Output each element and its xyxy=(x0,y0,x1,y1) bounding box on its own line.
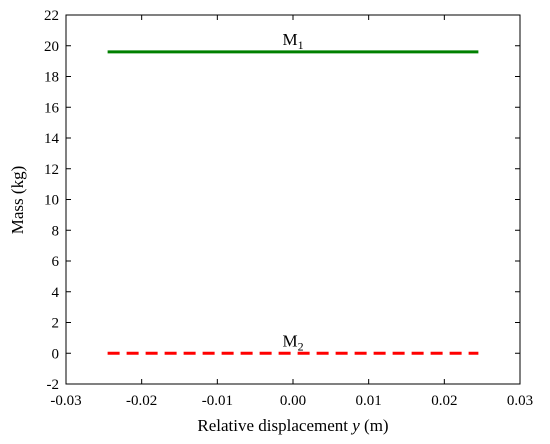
y-tick-label: 14 xyxy=(44,131,60,147)
x-axis-title-main: Relative displacement xyxy=(197,416,352,435)
x-tick-label: 0.00 xyxy=(280,393,306,409)
x-tick-label: -0.03 xyxy=(50,393,81,409)
y-tick-label: 8 xyxy=(52,223,60,239)
y-tick-label: 20 xyxy=(44,39,59,55)
y-tick-label: 22 xyxy=(44,8,59,24)
x-tick-label: -0.01 xyxy=(202,393,233,409)
y-tick-label: 6 xyxy=(52,254,60,270)
x-tick-label: -0.02 xyxy=(126,393,157,409)
y-tick-label: -2 xyxy=(47,377,60,393)
y-tick-label: 0 xyxy=(52,346,60,362)
y-tick-label: 10 xyxy=(44,193,59,209)
x-tick-label: 0.03 xyxy=(507,393,533,409)
y-tick-label: 12 xyxy=(44,162,59,178)
series-label-name: M xyxy=(282,331,297,350)
y-tick-label: 2 xyxy=(52,316,60,332)
y-tick-label: 4 xyxy=(52,285,60,301)
x-axis-title: Relative displacement y (m) xyxy=(197,416,388,435)
x-tick-label: 0.01 xyxy=(356,393,382,409)
x-axis: -0.03 -0.02 -0.01 0.00 0.01 0.02 0.03 xyxy=(50,15,533,409)
plot-frame xyxy=(65,14,521,385)
series-label-subscript: 1 xyxy=(298,38,304,52)
x-axis-title-unit: (m) xyxy=(360,416,389,435)
series-label-m2: M2 xyxy=(282,331,303,353)
series-label-name: M xyxy=(282,30,297,49)
series-label-m1: M1 xyxy=(282,30,303,52)
x-tick-label: 0.02 xyxy=(431,393,457,409)
series-label-subscript: 2 xyxy=(298,339,304,353)
y-tick-label: 16 xyxy=(44,100,60,116)
y-axis-title: Mass (kg) xyxy=(8,166,27,234)
y-tick-label: 18 xyxy=(44,70,59,86)
x-axis-title-variable: y xyxy=(350,416,360,435)
